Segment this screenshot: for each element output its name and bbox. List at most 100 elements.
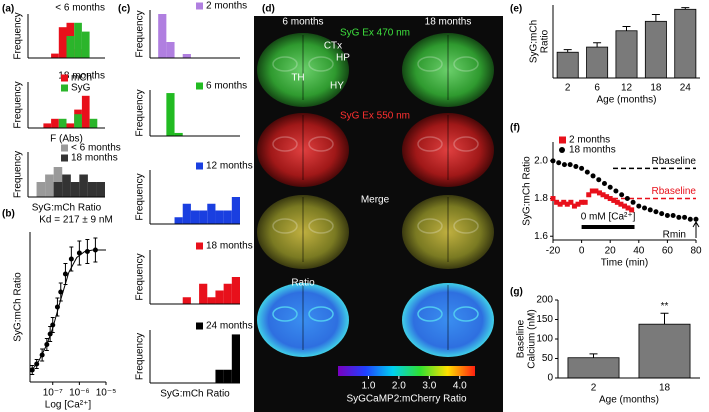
period-label: 0 mM [Ca²⁺] <box>581 212 636 223</box>
column-header: 18 months <box>425 17 472 28</box>
x-tick-label: 12 <box>621 83 633 94</box>
x-axis-label: Log [Ca²⁺] <box>45 400 92 411</box>
histogram-bar <box>215 369 224 383</box>
data-point <box>561 162 567 168</box>
panel-label: (b) <box>2 209 15 220</box>
error-bar <box>622 25 631 31</box>
bar <box>615 30 638 79</box>
legend-swatch <box>196 242 203 250</box>
row-label: Ratio <box>291 278 315 289</box>
histogram-bar <box>70 182 80 197</box>
legend-swatch <box>61 74 68 82</box>
brain-hippocampus <box>417 306 443 322</box>
row-label: Merge <box>361 195 390 206</box>
data-point <box>582 199 588 205</box>
annotation: Kd = 217 ± 9 nM <box>39 215 113 226</box>
row-label: SyG Ex 550 nm <box>340 111 410 122</box>
y-axis-label: Ratio <box>540 29 551 53</box>
histogram-bar <box>223 283 232 304</box>
legend-swatch <box>559 147 565 153</box>
histogram-bar <box>79 174 88 197</box>
data-point <box>611 197 617 203</box>
histogram-bar <box>81 31 90 58</box>
legend-label: 12 months <box>206 161 253 172</box>
data-point <box>653 209 659 215</box>
rmin-arrow <box>692 221 700 238</box>
y-axis-label: Frequency <box>135 333 146 380</box>
data-point <box>557 201 563 207</box>
data-point <box>573 164 579 169</box>
panel-label: (c) <box>118 4 130 15</box>
histogram-bar <box>223 210 232 224</box>
histogram-bar <box>207 297 216 304</box>
y-tick-label: 200 <box>536 295 553 306</box>
data-point <box>642 205 648 211</box>
data-point <box>561 199 567 205</box>
y-axis-label: Calcium (nM) <box>527 309 538 368</box>
data-point <box>682 214 688 220</box>
histogram-bar <box>36 182 46 197</box>
x-tick-label: 20 <box>605 246 617 257</box>
colorbar-tick-label: 3.0 <box>422 381 436 392</box>
histogram-bar <box>96 182 105 197</box>
brain-hippocampus <box>308 306 334 322</box>
x-axis-label: SyG:mCh Ratio <box>160 389 230 400</box>
y-axis-label: Frequency <box>13 81 24 128</box>
data-point <box>619 192 625 198</box>
brain-hippocampus <box>308 218 334 234</box>
histogram-bar <box>66 36 75 58</box>
colorbar <box>338 366 475 376</box>
y-tick-label: 100 <box>536 334 553 345</box>
colorbar-label: SyGCaMP2:mCherry Ratio <box>346 394 466 405</box>
y-axis-label: SyG:mCh Ratio <box>522 156 533 226</box>
brain-hippocampus <box>272 56 298 72</box>
region-label: CTx <box>324 41 342 52</box>
panel-label: (g) <box>510 287 523 298</box>
x-tick-label: 2 <box>565 83 571 94</box>
x-tick-label: 10⁻⁷ <box>43 388 63 399</box>
legend-label: 2 months <box>206 1 247 12</box>
legend-label: mCh <box>71 73 92 84</box>
legend-swatch <box>61 84 68 92</box>
brain-hippocampus <box>308 56 334 72</box>
legend-swatch <box>196 2 203 10</box>
histogram-bar <box>51 53 59 58</box>
brain-section <box>402 283 494 357</box>
histogram-bar <box>231 277 240 304</box>
brain-hippocampus <box>453 56 479 72</box>
bar <box>586 46 609 79</box>
histogram-bar <box>174 132 183 136</box>
brain-hippocampus <box>308 136 334 152</box>
histogram-bar <box>166 93 175 136</box>
data-point <box>575 201 581 207</box>
data-point <box>687 216 693 222</box>
data-point <box>647 207 653 213</box>
legend-swatch <box>196 322 203 330</box>
row-label: SyG Ex 470 nm <box>340 28 410 39</box>
data-point <box>550 158 556 164</box>
histogram-bar <box>74 114 82 128</box>
reference-label: Rbaseline <box>652 186 697 197</box>
legend-label: 18 months <box>206 241 253 252</box>
brain-hippocampus <box>272 306 298 322</box>
panel-label: (e) <box>510 4 522 15</box>
bar <box>674 8 697 79</box>
brain-section <box>402 33 494 107</box>
y-tick-label: 2.0 <box>534 155 548 166</box>
data-point <box>636 203 642 209</box>
reference-label: Rbaseline <box>652 156 697 167</box>
error-bar <box>593 42 602 48</box>
legend-label: 24 months <box>206 321 253 332</box>
y-tick-label: 0 <box>547 373 553 384</box>
y-tick-label: 1.8 <box>534 193 548 204</box>
bar <box>644 20 667 79</box>
brain-hippocampus <box>453 306 479 322</box>
region-label: HP <box>336 53 350 64</box>
histogram-bar <box>182 297 191 304</box>
data-point <box>68 256 74 262</box>
histogram-bar <box>89 118 98 128</box>
x-tick-label: 24 <box>680 83 692 94</box>
brain-hippocampus <box>417 218 443 234</box>
histogram-bar <box>53 182 63 197</box>
brain-hippocampus <box>417 136 443 152</box>
